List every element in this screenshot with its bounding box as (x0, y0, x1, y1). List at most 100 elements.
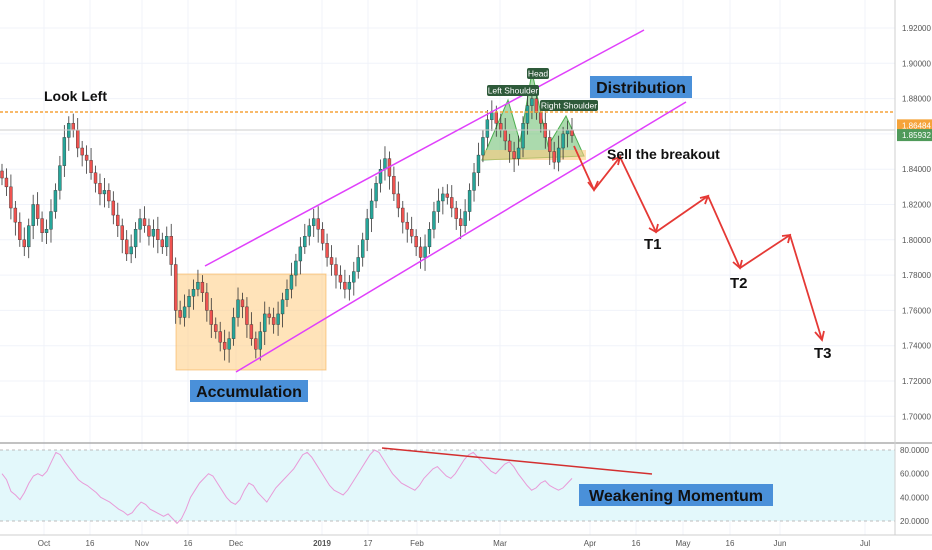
candle-bear (249, 312, 254, 346)
candle-bear (178, 300, 182, 325)
price-tick-label: 1.82000 (902, 201, 931, 210)
projection-path (573, 145, 825, 342)
candle-bear (396, 181, 401, 218)
candle-bear (107, 183, 111, 209)
candle-bear (445, 184, 450, 205)
oscillator-axis-labels: 80.0000 60.0000 40.0000 20.0000 (900, 446, 929, 526)
candle-bull (49, 199, 53, 243)
candle-bear (254, 331, 258, 359)
right-shoulder-label: Right Shoulder (540, 100, 598, 111)
candle-bull (285, 279, 289, 307)
candle-bear (418, 237, 423, 269)
candle-bull (556, 135, 561, 172)
candle-bull (432, 201, 436, 239)
candle-bull (62, 125, 67, 177)
candle-bear (271, 307, 276, 334)
time-tick-label: Apr (584, 539, 597, 548)
time-tick-label: Feb (410, 539, 424, 548)
candle-bull (378, 159, 383, 193)
candle-bear (512, 141, 516, 173)
candle-bear (245, 297, 249, 338)
oscillator-tick-label: 60.0000 (900, 470, 929, 479)
candle-bear (338, 265, 343, 290)
svg-text:Head: Head (528, 69, 549, 79)
candle-bull (182, 294, 187, 327)
candle-bull (289, 262, 294, 299)
candle-bear (507, 133, 512, 163)
candle-bear (267, 306, 271, 325)
oscillator-tick-label: 80.0000 (900, 446, 929, 455)
candle-bear (120, 218, 124, 254)
candle-bull (561, 126, 565, 160)
price-tick-label: 1.78000 (902, 271, 931, 280)
candle-bear (22, 227, 26, 257)
candle-bear (334, 257, 338, 289)
oscillator-tick-label: 20.0000 (900, 517, 929, 526)
candle-bear (0, 163, 4, 186)
candle-bull (196, 269, 200, 297)
price-tag-bg (897, 129, 932, 142)
price-tick-label: 1.70000 (902, 412, 931, 421)
time-tick-label: 16 (184, 539, 193, 548)
time-axis-labels: Oct 16 Nov 16 Dec 2019 17 Feb Mar Apr 16 May 16 Jun Ju… (38, 539, 871, 548)
candle-bull (436, 188, 441, 223)
time-tick-label: 17 (364, 539, 373, 548)
candle-bull (303, 223, 307, 254)
accumulation-label: Accumulation (190, 380, 308, 402)
head-label: Head (527, 68, 549, 79)
candle-bull (312, 208, 316, 237)
candle-bear (552, 141, 556, 170)
price-tick-label: 1.92000 (902, 24, 931, 33)
channel-upper-line (204, 29, 645, 267)
candle-bull (463, 199, 467, 233)
time-tick-label: Dec (229, 539, 243, 548)
candle-bear (98, 173, 102, 206)
candle-bull (67, 116, 71, 151)
oscillator-line (1, 449, 573, 525)
channel-lower-line (235, 101, 687, 373)
candle-bear (414, 229, 418, 257)
candle-bear (548, 130, 552, 165)
candle-bull (476, 142, 481, 187)
candle-bear (329, 245, 334, 276)
candle-bear (40, 211, 44, 242)
candle-bear (392, 166, 396, 201)
distribution-label: Distribution (590, 76, 692, 98)
candle-bear (209, 298, 213, 338)
time-tick-label: 16 (726, 539, 735, 548)
candle-bull (280, 292, 285, 328)
candle-bull (298, 237, 303, 275)
candle-bear (84, 145, 89, 174)
candle-bull (481, 130, 485, 163)
target-2-label: T2 (730, 275, 748, 292)
chart-grid (0, 0, 895, 535)
look-left-label: Look Left (44, 88, 107, 104)
candle-bull (151, 219, 156, 248)
candle-bear (156, 216, 160, 254)
candle-bear (409, 216, 414, 244)
candle-bear (111, 191, 116, 225)
candle-bear (116, 202, 120, 237)
candle-bull (138, 208, 142, 243)
oscillator-trend-line (381, 447, 653, 475)
candle-bear (93, 165, 98, 193)
candle-bear (76, 118, 80, 158)
time-tick-label: 2019 (313, 539, 331, 548)
candle-bull (236, 287, 240, 327)
candle-bull (516, 135, 521, 166)
candle-bear (89, 148, 93, 180)
candle-bear (13, 200, 18, 236)
candle-bear (9, 174, 13, 220)
time-tick-label: 16 (86, 539, 95, 548)
candle-bear (142, 206, 147, 233)
candle-bear (35, 192, 40, 226)
time-tick-label: 16 (632, 539, 641, 548)
candle-bull (352, 261, 356, 296)
candle-bear (4, 168, 9, 197)
candle-bull (423, 234, 427, 271)
candle-bull (191, 279, 196, 310)
candle-bull (472, 163, 476, 202)
left-shoulder-label: Left Shoulder (487, 85, 539, 96)
